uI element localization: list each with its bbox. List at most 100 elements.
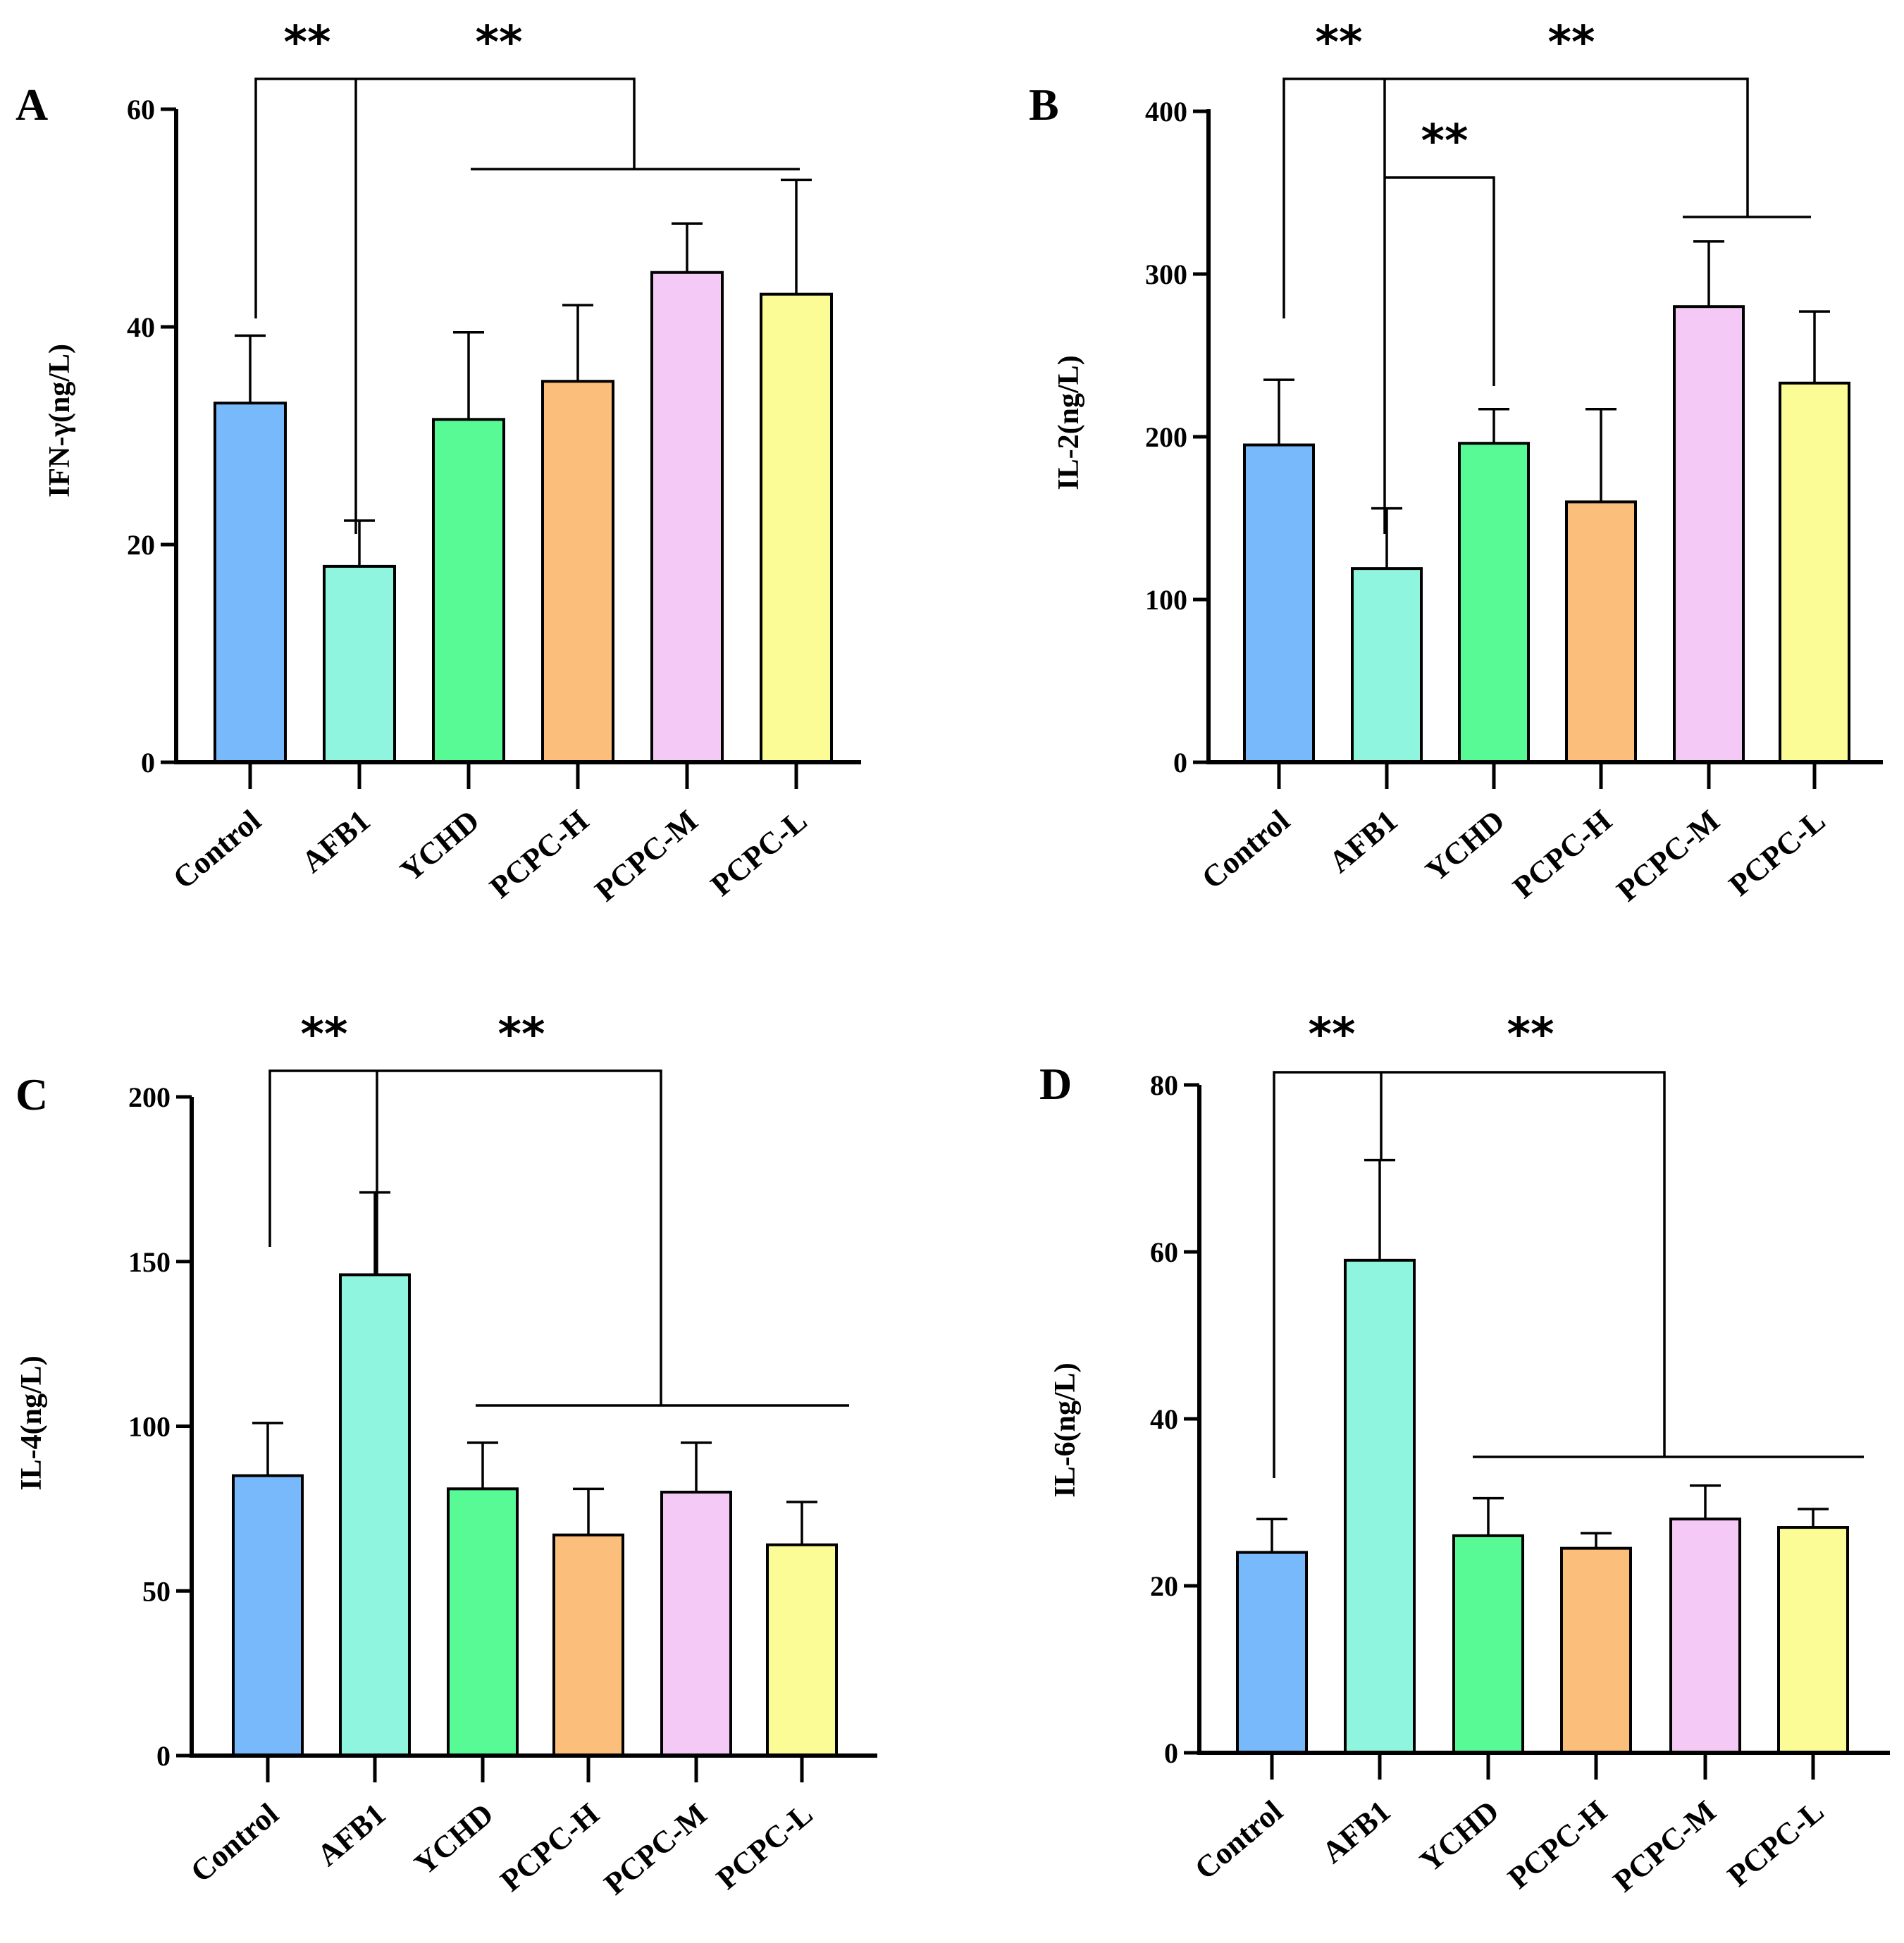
significance-brackets-d: ** ** <box>1273 1009 1864 1478</box>
error-bar-pcpc-h <box>1585 407 1616 502</box>
y-tick-label: 0 <box>156 1740 171 1772</box>
axes-d <box>1197 1085 1890 1755</box>
significance-mark: ** <box>498 1009 545 1061</box>
panel-letter-a: A <box>16 80 48 130</box>
panel-letter-c: C <box>16 1069 48 1119</box>
bar-pcpc-h <box>552 1533 624 1757</box>
significance-mark: ** <box>284 17 331 69</box>
bar-afb1 <box>1351 567 1423 764</box>
y-axis-label-d: IL-6(ng/L) <box>1049 1362 1082 1497</box>
error-bar-ychd <box>467 1441 498 1489</box>
panel-letter-b: B <box>1029 80 1059 130</box>
error-bar-pcpc-h <box>562 304 593 382</box>
error-bar-control <box>1256 1517 1287 1553</box>
axes-b <box>1206 109 1883 764</box>
bar-pcpc-h <box>1565 500 1637 764</box>
bars-d <box>1236 1158 1849 1755</box>
error-bar-afb1 <box>359 1191 390 1275</box>
bracket-control-to-treatments-a <box>254 77 636 318</box>
error-bar-pcpc-m <box>1693 240 1724 307</box>
bar-control <box>1236 1551 1308 1755</box>
bars-a <box>214 178 833 764</box>
error-bar-ychd <box>453 330 484 420</box>
bar-control <box>1243 443 1315 764</box>
bar-afb1 <box>1344 1258 1416 1754</box>
significance-mark: ** <box>1316 17 1363 69</box>
bar-afb1 <box>323 564 396 764</box>
significance-mark: ** <box>1421 116 1469 168</box>
significance-brackets-c: ** ** <box>268 1009 849 1407</box>
bar-pcpc-m <box>1673 305 1745 764</box>
bracket-afb1-to-ychd-b <box>1385 176 1495 386</box>
error-bar-pcpc-l <box>1798 1508 1829 1528</box>
bracket-control-to-treatments-c <box>268 1069 662 1405</box>
bar-pcpc-l <box>1779 381 1850 764</box>
significance-mark: ** <box>476 17 523 69</box>
y-tick-label: 100 <box>128 1411 171 1443</box>
error-bar-pcpc-h <box>1581 1532 1612 1548</box>
bracket-control-to-treatments-b <box>1282 77 1749 318</box>
y-tick-label: 100 <box>1145 584 1187 616</box>
y-tick-label: 20 <box>1150 1570 1178 1602</box>
y-tick-label: 0 <box>141 747 155 778</box>
bar-control <box>232 1474 304 1757</box>
significance-mark: ** <box>301 1009 348 1061</box>
bar-pcpc-m <box>1669 1517 1741 1754</box>
y-tick-label: 300 <box>1145 259 1187 290</box>
y-axis-label-a: IFN-γ(ng/L) <box>44 344 76 497</box>
y-tick-label: 60 <box>127 94 155 125</box>
y-axis-label-b: IL-2(ng/L) <box>1053 355 1085 490</box>
bar-afb1 <box>339 1273 411 1757</box>
y-tick-label: 200 <box>1145 421 1187 453</box>
bar-ychd <box>447 1487 519 1757</box>
bar-ychd <box>1452 1534 1524 1754</box>
error-bar-control <box>252 1422 283 1476</box>
significance-brackets-a: ** ** <box>254 17 800 534</box>
error-bar-control <box>1263 378 1294 445</box>
error-bar-afb1 <box>1364 1158 1395 1260</box>
y-axis-label-c: IL-4(ng/L) <box>16 1355 48 1490</box>
y-tick-label: 150 <box>128 1246 171 1278</box>
y-tick-label: 20 <box>127 529 155 561</box>
error-bar-control <box>235 334 266 404</box>
error-bar-pcpc-l <box>1799 310 1830 383</box>
y-tick-label: 0 <box>1164 1737 1178 1769</box>
y-tick-label: 400 <box>1145 96 1187 128</box>
y-tick-label: 40 <box>1150 1403 1178 1435</box>
significance-brackets-b: ** ** ** <box>1282 17 1811 534</box>
y-ticks-c: 0 50 100 150 200 <box>128 1081 192 1772</box>
y-ticks-b: 0 100 200 300 400 <box>1145 96 1208 778</box>
bar-pcpc-l <box>766 1543 838 1758</box>
error-bar-pcpc-m <box>681 1441 712 1492</box>
error-bar-pcpc-m <box>1690 1484 1721 1520</box>
y-tick-label: 50 <box>142 1575 171 1607</box>
bar-pcpc-h <box>1560 1546 1632 1755</box>
significance-mark: ** <box>1548 17 1595 69</box>
error-bar-pcpc-l <box>786 1501 817 1545</box>
bar-pcpc-m <box>650 271 724 764</box>
error-bar-ychd <box>1473 1496 1504 1536</box>
y-tick-label: 40 <box>127 311 155 343</box>
error-bar-pcpc-m <box>672 222 703 273</box>
y-ticks-a: 0 20 40 60 <box>127 94 176 778</box>
bar-pcpc-m <box>660 1491 732 1757</box>
error-bar-afb1 <box>344 519 375 566</box>
bar-pcpc-h <box>541 380 614 764</box>
bar-ychd <box>1458 442 1530 764</box>
y-tick-label: 0 <box>1173 747 1187 778</box>
error-bar-pcpc-h <box>573 1487 604 1535</box>
error-bar-ychd <box>1478 407 1509 444</box>
bar-control <box>214 402 287 764</box>
axes-a <box>174 109 861 764</box>
axes-c <box>190 1097 877 1758</box>
bracket-control-to-treatments-d <box>1273 1071 1666 1478</box>
bar-pcpc-l <box>1777 1526 1849 1755</box>
y-tick-label: 60 <box>1150 1236 1178 1268</box>
panel-letter-d: D <box>1039 1059 1072 1109</box>
significance-mark: ** <box>1309 1009 1356 1061</box>
y-tick-label: 200 <box>128 1081 171 1113</box>
bar-pcpc-l <box>760 292 833 764</box>
bars-b <box>1243 240 1850 764</box>
y-ticks-d: 0 20 40 60 80 <box>1150 1069 1199 1769</box>
